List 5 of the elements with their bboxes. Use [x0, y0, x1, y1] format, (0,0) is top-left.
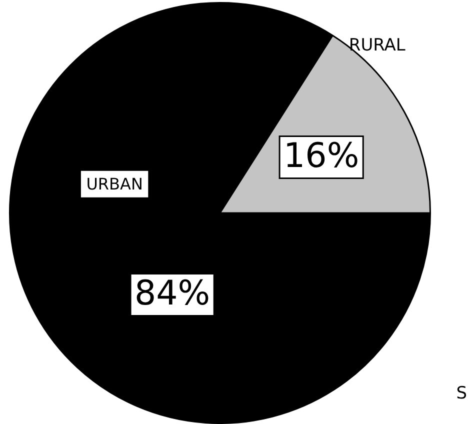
data-label: 16% — [284, 136, 360, 176]
slice-label: RURAL — [348, 35, 406, 56]
slice-label: URBAN — [86, 174, 143, 194]
data-label: 84% — [134, 274, 210, 314]
text: S — [456, 383, 467, 404]
